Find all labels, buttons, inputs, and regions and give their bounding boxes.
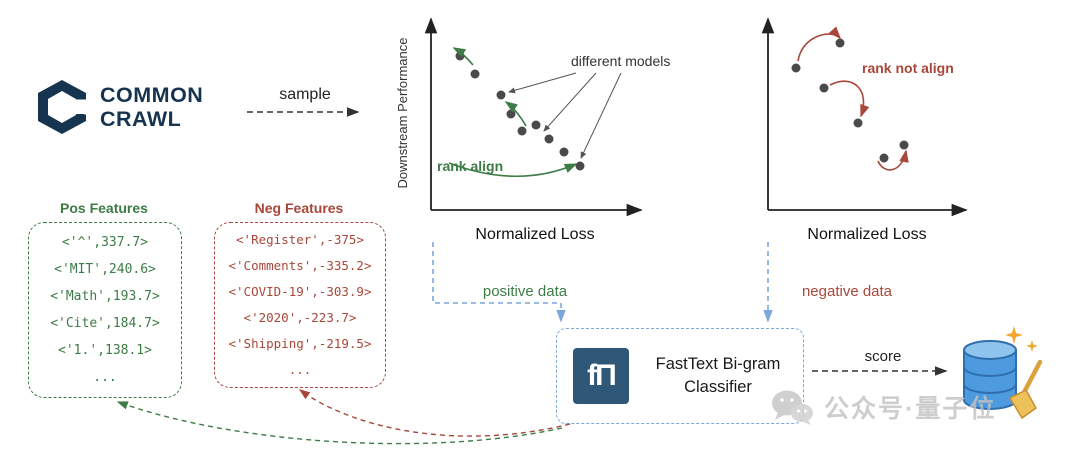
rank-align-arrow-1: [452, 47, 474, 66]
fasttext-logo-icon: fΠ: [573, 348, 629, 404]
wechat-icon: [772, 390, 813, 425]
pos-features-list: <'^',337.7> <'MIT',240.6> <'Math',193.7> <'…: [29, 229, 181, 391]
scatter-dot: [470, 69, 480, 79]
scatter-dot: [819, 83, 829, 93]
negative-data-label: negative data: [801, 283, 893, 300]
fasttext-classifier-label: FastText Bi-gram Classifier: [643, 353, 803, 399]
left-chart-y-label: Downstream Performance: [395, 38, 410, 189]
fasttext-classifier-box: fΠ FastText Bi-gram Classifier: [556, 328, 804, 424]
rank-not-align-label: rank not align: [862, 60, 954, 76]
sample-label: sample: [279, 86, 331, 103]
pos-features-box: <'^',337.7> <'MIT',240.6> <'Math',193.7> <'…: [28, 222, 182, 398]
scatter-dot: [899, 140, 909, 150]
left-chart-scatter: [455, 51, 585, 171]
database-divider-1: [963, 366, 1017, 377]
classifier-to-pos-arrow: [116, 401, 563, 445]
common-crawl-mark-icon: [38, 80, 92, 134]
rank-not-align-arrow-1: [797, 26, 842, 62]
common-crawl-logo: COMMON CRAWL: [34, 78, 203, 136]
common-crawl-wordmark: COMMON CRAWL: [100, 83, 203, 131]
model-pointer-1: [508, 72, 577, 94]
rank-align-arrow-2: [504, 101, 527, 127]
rank-not-align-arrow-3: [877, 149, 909, 171]
feature-item: <'Cite',184.7>: [50, 316, 160, 331]
left-chart-x-label: Normalized Loss: [475, 226, 594, 243]
broom-head-icon: [1008, 389, 1037, 420]
logo-line-1: COMMON: [100, 83, 204, 107]
rank-not-align-arrow-2: [829, 80, 870, 118]
feature-item: <'MIT',240.6>: [54, 262, 156, 277]
feature-item: <'^',337.7>: [61, 235, 149, 250]
database-cleaning-icon: [963, 326, 1043, 420]
rank-align-label: rank align: [437, 158, 503, 174]
feature-item: <'Math',193.7>: [50, 289, 160, 304]
pos-features-title: Pos Features: [60, 200, 148, 216]
right-chart-x-label: Normalized Loss: [807, 226, 926, 243]
different-models-label: different models: [571, 53, 670, 69]
scatter-dot: [544, 134, 554, 144]
sparkle-icon: [1005, 326, 1023, 344]
feature-item: ...: [288, 362, 312, 377]
watermark: 公众号·量子位: [770, 388, 996, 426]
model-pointer-2: [543, 72, 597, 132]
scatter-dot: [853, 118, 863, 128]
classifier-label-line-2: Classifier: [684, 378, 752, 396]
database-top: [963, 340, 1017, 360]
right-chart: Normalized Loss rank not align: [761, 17, 968, 243]
classifier-to-neg-arrow: [298, 389, 571, 437]
feature-item: <'Shipping',-219.5>: [228, 336, 372, 351]
neg-features-list: <'Register',-375> <'Comments',-335.2> <'CO…: [215, 227, 385, 383]
scatter-dot: [575, 161, 585, 171]
positive-data-label: positive data: [482, 283, 568, 300]
feature-item: <'Comments',-335.2>: [228, 258, 372, 273]
left-chart: Downstream Performance Normalized Loss r…: [395, 17, 670, 243]
scatter-dot: [517, 126, 527, 136]
watermark-text: 公众号·量子位: [824, 395, 997, 423]
feature-item: ...: [93, 370, 117, 385]
feature-item: <'1.',138.1>: [58, 343, 152, 358]
rank-align-arrow-3: [448, 162, 578, 178]
feature-item: <'Register',-375>: [236, 232, 364, 247]
scatter-dot: [506, 109, 516, 119]
scatter-dot: [791, 63, 801, 73]
scatter-dot: [835, 38, 845, 48]
logo-line-2: CRAWL: [100, 107, 182, 131]
scatter-dot: [531, 120, 541, 130]
feature-item: <'2020',-223.7>: [243, 310, 357, 325]
scatter-dot: [879, 153, 889, 163]
score-label: score: [864, 348, 902, 365]
feature-item: <'COVID-19',-303.9>: [228, 284, 372, 299]
scatter-dot: [496, 90, 506, 100]
sparkle-small-icon: [1026, 340, 1038, 352]
right-chart-scatter: [791, 38, 909, 163]
classifier-label-line-1: FastText Bi-gram: [655, 355, 781, 373]
neg-features-box: <'Register',-375> <'Comments',-335.2> <'CO…: [214, 222, 386, 388]
model-pointer-3: [580, 72, 622, 159]
scatter-dot: [559, 147, 569, 157]
neg-features-title: Neg Features: [254, 200, 344, 216]
database-divider-2: [963, 383, 1017, 394]
positive-data-arrow: [432, 242, 566, 323]
